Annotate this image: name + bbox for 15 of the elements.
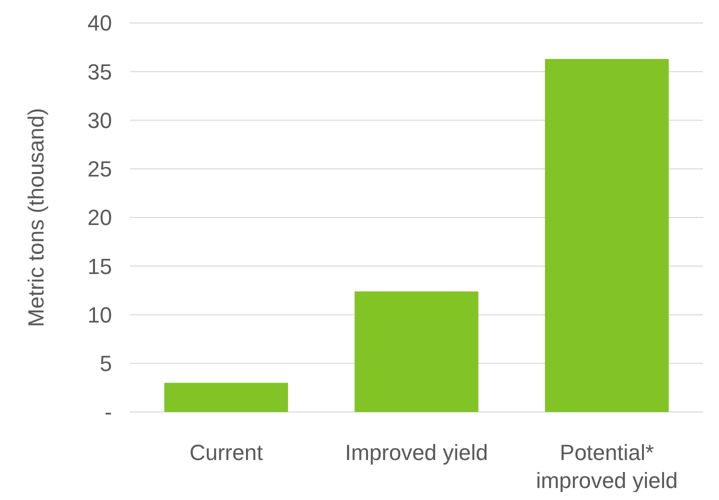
bar	[164, 382, 288, 412]
y-tick-label: 35	[88, 59, 112, 84]
y-tick-label: 5	[100, 351, 112, 376]
bar	[544, 58, 669, 412]
y-tick-label: 40	[88, 10, 112, 36]
x-tick-label: Current	[189, 440, 263, 465]
bar	[354, 291, 478, 412]
y-tick-label: 25	[88, 156, 112, 182]
y-tick-label: 20	[88, 205, 112, 230]
y-tick-label: 15	[88, 254, 112, 279]
x-tick-label: Improved yield	[344, 440, 488, 465]
y-tick-label: 30	[88, 108, 112, 133]
y-axis-title: Metric tons (thousand)	[24, 108, 49, 327]
y-tick-label: -	[104, 400, 112, 425]
y-tick-label: 10	[88, 302, 112, 328]
